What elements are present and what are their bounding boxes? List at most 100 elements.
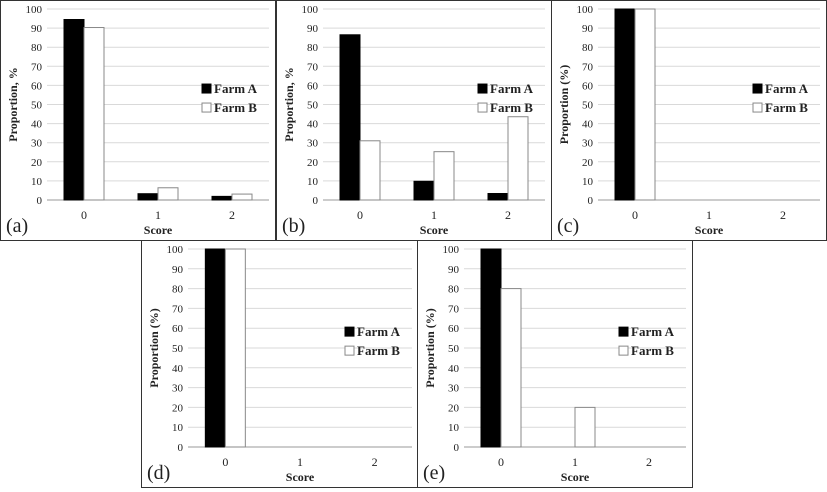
bar-farm-b bbox=[574, 406, 596, 448]
y-tick-label: 80 bbox=[172, 284, 184, 296]
x-axis-label: Score bbox=[695, 223, 724, 237]
legend-label: Farm B bbox=[214, 100, 257, 115]
legend-label: Farm B bbox=[357, 343, 400, 358]
x-tick-label: 0 bbox=[222, 455, 228, 469]
y-tick-label: 20 bbox=[31, 157, 43, 169]
chart-svg: 0 10 20 30 40 50 60 70 80 90 100 0 1 2 Score Proportion… bbox=[557, 4, 820, 237]
y-tick-label: 20 bbox=[448, 402, 460, 414]
y-tick-label: 90 bbox=[31, 23, 43, 35]
y-axis-label: Proportion (%) bbox=[557, 65, 571, 144]
x-tick-label: 0 bbox=[498, 455, 504, 469]
panel-d: 0 10 20 30 40 50 60 70 80 90 100 0 1 2 Score Proportion… bbox=[141, 240, 419, 488]
bar-farm-b bbox=[634, 8, 656, 201]
bar-farm-a bbox=[487, 193, 509, 201]
x-tick-label: 1 bbox=[297, 455, 303, 469]
bar-farm-a bbox=[137, 193, 159, 201]
y-tick-label: 100 bbox=[577, 4, 594, 16]
y-tick-label: 10 bbox=[582, 176, 594, 188]
legend-swatch bbox=[477, 102, 488, 113]
chart-svg: 0 10 20 30 40 50 60 70 80 90 100 0 1 2 Score Proportion… bbox=[147, 244, 412, 484]
legend-label: Farm A bbox=[357, 324, 401, 339]
y-axis-label: Proportion (%) bbox=[423, 308, 437, 387]
y-tick-label: 20 bbox=[307, 157, 319, 169]
y-tick-label: 20 bbox=[172, 402, 184, 414]
x-axis-label: Score bbox=[286, 470, 315, 484]
bar-farm-b bbox=[433, 151, 455, 201]
panel-label: (e) bbox=[423, 462, 445, 484]
bar-farm-a bbox=[480, 248, 502, 448]
y-tick-label: 90 bbox=[307, 23, 319, 35]
panel-label: (a) bbox=[6, 215, 28, 237]
legend-swatch bbox=[477, 83, 488, 94]
legend-swatch bbox=[201, 102, 212, 113]
y-tick-label: 60 bbox=[448, 323, 460, 335]
chart-svg: 0 10 20 30 40 50 60 70 80 90 100 0 1 2 Score Proportion… bbox=[282, 4, 545, 237]
y-tick-label: 30 bbox=[307, 138, 319, 150]
legend-label: Farm A bbox=[631, 324, 675, 339]
y-tick-label: 10 bbox=[448, 422, 460, 434]
panel-e: 0 10 20 30 40 50 60 70 80 90 100 0 1 2 Score Proportion… bbox=[417, 240, 693, 488]
y-tick-label: 0 bbox=[313, 195, 319, 207]
x-tick-label: 0 bbox=[632, 208, 638, 222]
y-tick-label: 10 bbox=[172, 422, 184, 434]
chart-svg: 0 10 20 30 40 50 60 70 80 90 100 0 1 2 Score Proportion… bbox=[423, 244, 686, 484]
x-tick-label: 2 bbox=[505, 208, 511, 222]
y-tick-label: 40 bbox=[448, 363, 460, 375]
y-tick-label: 100 bbox=[302, 4, 319, 16]
legend-swatch bbox=[618, 345, 629, 356]
legend-swatch bbox=[618, 326, 629, 337]
panel-a: 0 10 20 30 40 50 60 70 80 90 100 0 1 2 Score Proportion… bbox=[0, 0, 276, 241]
x-tick-label: 2 bbox=[372, 455, 378, 469]
panel-label: (c) bbox=[557, 215, 579, 237]
y-tick-label: 100 bbox=[167, 244, 184, 256]
y-tick-label: 30 bbox=[31, 138, 43, 150]
y-tick-label: 10 bbox=[31, 176, 43, 188]
bar-farm-b bbox=[231, 193, 253, 201]
y-tick-label: 100 bbox=[443, 244, 460, 256]
y-tick-label: 80 bbox=[307, 42, 319, 54]
legend-swatch bbox=[752, 102, 763, 113]
bar-farm-b bbox=[224, 248, 246, 448]
y-tick-label: 50 bbox=[172, 343, 184, 355]
y-tick-label: 50 bbox=[307, 100, 319, 112]
y-tick-label: 30 bbox=[582, 138, 594, 150]
bar-farm-a bbox=[63, 19, 85, 201]
x-tick-label: 1 bbox=[431, 208, 437, 222]
legend-label: Farm A bbox=[765, 81, 809, 96]
y-axis-label: Proportion (%) bbox=[147, 308, 161, 387]
y-tick-label: 40 bbox=[31, 119, 43, 131]
legend-label: Farm B bbox=[631, 343, 674, 358]
bar-farm-b bbox=[83, 27, 105, 201]
x-tick-label: 0 bbox=[81, 208, 87, 222]
y-tick-label: 60 bbox=[582, 80, 594, 92]
y-tick-label: 40 bbox=[582, 119, 594, 131]
panel-label: (b) bbox=[282, 215, 305, 237]
legend-label: Farm B bbox=[490, 100, 533, 115]
panel-c: 0 10 20 30 40 50 60 70 80 90 100 0 1 2 Score Proportion… bbox=[551, 0, 827, 241]
legend-swatch bbox=[201, 83, 212, 94]
y-tick-label: 70 bbox=[172, 303, 184, 315]
y-tick-label: 90 bbox=[582, 23, 594, 35]
y-tick-label: 90 bbox=[448, 264, 460, 276]
x-axis-label: Score bbox=[420, 223, 449, 237]
legend-label: Farm A bbox=[214, 81, 258, 96]
y-tick-label: 0 bbox=[454, 442, 460, 454]
y-tick-label: 80 bbox=[448, 284, 460, 296]
legend-swatch bbox=[752, 83, 763, 94]
x-tick-label: 2 bbox=[229, 208, 235, 222]
y-tick-label: 0 bbox=[588, 195, 594, 207]
bar-farm-b bbox=[500, 288, 522, 448]
bar-farm-b bbox=[507, 116, 529, 201]
x-tick-label: 2 bbox=[780, 208, 786, 222]
y-tick-label: 80 bbox=[582, 42, 594, 54]
y-tick-label: 30 bbox=[448, 383, 460, 395]
bar-farm-a bbox=[204, 248, 226, 448]
y-tick-label: 90 bbox=[172, 264, 184, 276]
legend-swatch bbox=[344, 345, 355, 356]
bar-farm-a bbox=[211, 195, 233, 201]
bar-farm-b bbox=[359, 140, 381, 201]
y-tick-label: 100 bbox=[26, 4, 43, 16]
y-tick-label: 70 bbox=[31, 61, 43, 73]
y-tick-label: 60 bbox=[172, 323, 184, 335]
x-tick-label: 2 bbox=[646, 455, 652, 469]
